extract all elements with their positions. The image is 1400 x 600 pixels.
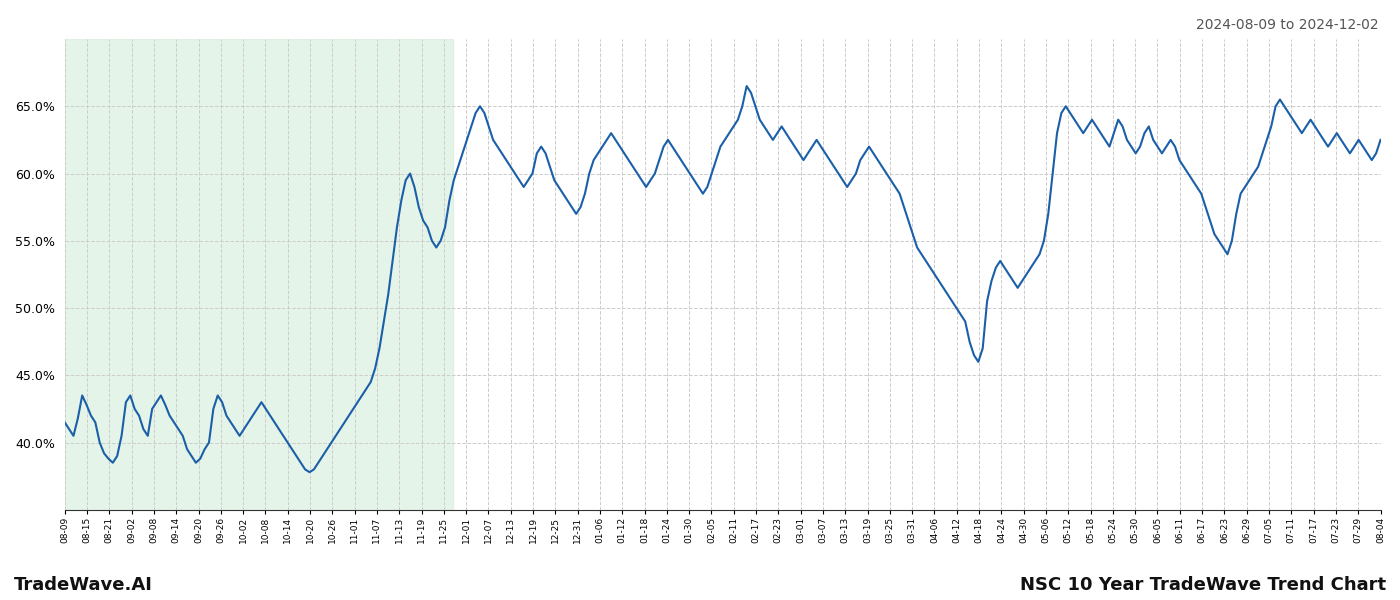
Text: 2024-08-09 to 2024-12-02: 2024-08-09 to 2024-12-02 <box>1197 18 1379 32</box>
Text: NSC 10 Year TradeWave Trend Chart: NSC 10 Year TradeWave Trend Chart <box>1019 576 1386 594</box>
Bar <box>64 39 452 510</box>
Text: TradeWave.AI: TradeWave.AI <box>14 576 153 594</box>
